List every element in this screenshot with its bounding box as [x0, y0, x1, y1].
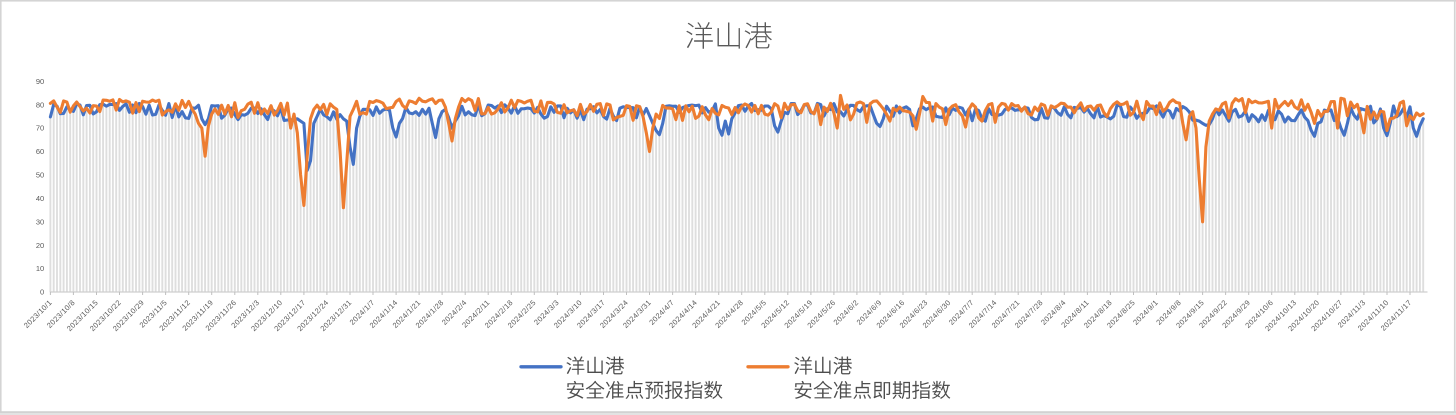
svg-text:20: 20	[36, 241, 44, 250]
svg-text:0: 0	[40, 288, 44, 297]
svg-text:30: 30	[36, 217, 44, 226]
svg-text:50: 50	[36, 171, 44, 180]
svg-text:70: 70	[36, 124, 44, 133]
svg-text:10: 10	[36, 264, 44, 273]
svg-text:40: 40	[36, 194, 44, 203]
svg-text:80: 80	[36, 100, 44, 109]
svg-text:60: 60	[36, 147, 44, 156]
svg-text:90: 90	[36, 77, 44, 86]
